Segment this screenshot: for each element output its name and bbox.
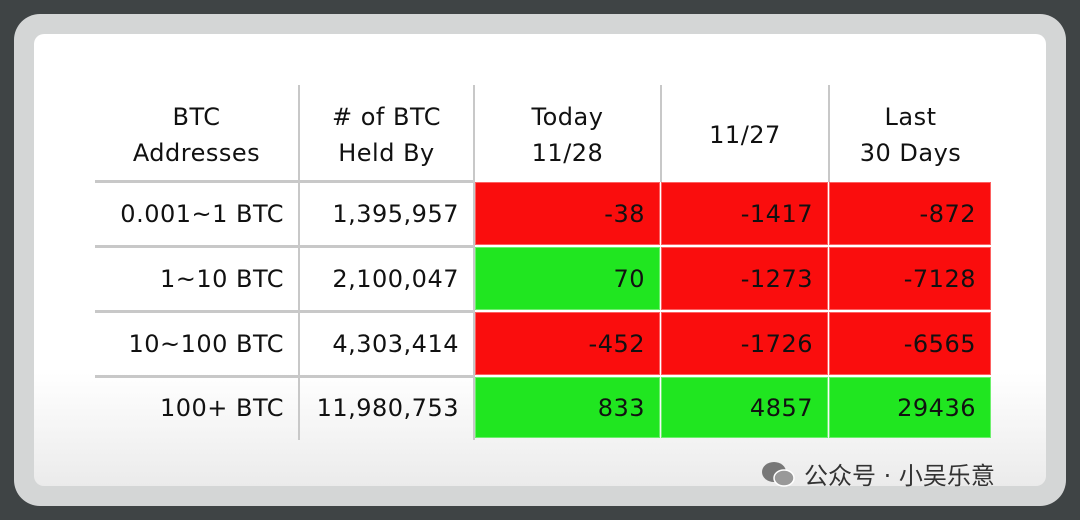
row-separator (95, 180, 473, 183)
header-cell: Last 30 Days (830, 88, 991, 182)
header-text: Held By (338, 139, 435, 167)
header-text: # of BTC (332, 103, 441, 131)
label-cell: 11,980,753 (316, 393, 459, 422)
change-cell: -452 (475, 312, 660, 375)
header-text: BTC (172, 103, 221, 131)
wechat-icon (762, 461, 795, 487)
label-cell: 1~10 BTC (159, 264, 284, 293)
change-cell: -6565 (829, 312, 991, 375)
label-cell: 2,100,047 (332, 264, 459, 293)
change-cell: -1417 (661, 182, 828, 245)
label-cell: 100+ BTC (159, 393, 284, 422)
header-text: 11/27 (709, 121, 781, 149)
header-cell: 11/27 (662, 88, 828, 182)
change-cell: -1273 (661, 247, 828, 310)
header-text: 30 Days (859, 139, 962, 167)
column-separator (473, 85, 475, 440)
label-cell: 4,303,414 (332, 329, 459, 358)
row-separator (95, 375, 473, 378)
column-separator (828, 85, 830, 182)
label-cell: 10~100 BTC (128, 329, 284, 358)
header-cell: BTC Addresses (95, 88, 298, 182)
change-cell: 833 (475, 377, 660, 438)
column-separator (660, 85, 662, 182)
column-separator (298, 85, 300, 440)
change-cell: -7128 (829, 247, 991, 310)
header-cell: # of BTC Held By (300, 88, 473, 182)
change-cell: 70 (475, 247, 660, 310)
header-text: Addresses (132, 139, 261, 167)
change-cell: -1726 (661, 312, 828, 375)
row-separator (95, 245, 473, 248)
row-separator (95, 310, 473, 313)
label-cell: 1,395,957 (332, 199, 459, 228)
change-cell: 4857 (661, 377, 828, 438)
label-cell: 0.001~1 BTC (120, 199, 284, 228)
watermark-text: 公众号 · 小吴乐意 (804, 462, 995, 490)
header-cell: Today 11/28 (475, 88, 660, 182)
change-cell: 29436 (829, 377, 991, 438)
change-cell: -38 (475, 182, 660, 245)
change-cell: -872 (829, 182, 991, 245)
header-text: Last (884, 103, 937, 131)
header-text: Today (531, 103, 604, 131)
header-text: 11/28 (531, 139, 604, 167)
watermark: 公众号 · 小吴乐意 (760, 456, 995, 491)
